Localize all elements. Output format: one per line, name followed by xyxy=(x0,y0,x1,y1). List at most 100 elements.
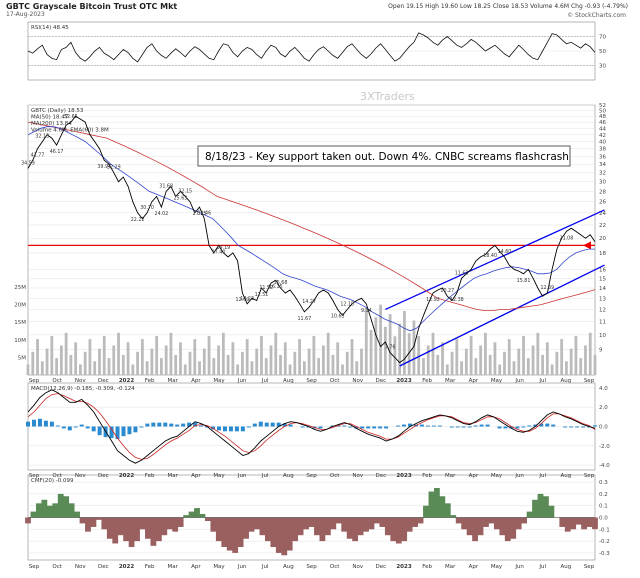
volume-bar xyxy=(536,332,540,375)
volume-bar xyxy=(388,314,392,375)
cmf-area-bar xyxy=(548,505,555,518)
volume-bar xyxy=(26,364,30,375)
price-annotation: 32.29 xyxy=(107,165,121,171)
price-tick-label: 36 xyxy=(599,154,606,160)
price-x-tick: Apr xyxy=(469,378,479,384)
macd-x-tick: Feb xyxy=(145,473,155,479)
volume-bar xyxy=(355,361,359,375)
cmf-area-bar xyxy=(248,517,255,532)
price-x-tick: Dec xyxy=(376,378,387,384)
volume-bar xyxy=(460,361,463,375)
price-annotation: 32.15 xyxy=(178,188,192,194)
cmf-x-tick: Nov xyxy=(352,564,363,570)
macd-histogram-bar xyxy=(175,424,180,427)
cmf-area-bar xyxy=(537,493,544,518)
volume-bar xyxy=(83,351,87,375)
chart-title: 8/18/23 - Key support taken out. Down 4%… xyxy=(205,151,569,163)
price-tick-label: 38 xyxy=(599,147,606,153)
cmf-area-bar xyxy=(368,517,375,530)
price-tick-label: 34 xyxy=(599,162,606,168)
volume-bar xyxy=(155,335,159,375)
volume-bar xyxy=(574,335,578,375)
volume-bar xyxy=(260,335,263,375)
volume-bar xyxy=(302,361,306,375)
volume-bar xyxy=(169,332,173,375)
price-tick-label: 16 xyxy=(599,267,606,273)
cmf-area-bar xyxy=(183,515,190,518)
price-x-tick: Nov xyxy=(352,378,363,384)
volume-bar xyxy=(140,339,144,375)
price-annotation: 27.35 xyxy=(193,211,207,217)
cmf-x-tick: May xyxy=(213,564,225,570)
volume-bar xyxy=(217,345,220,375)
macd-histogram-bar xyxy=(181,423,186,427)
cmf-area-bar xyxy=(532,499,538,518)
cmf-area-bar xyxy=(510,517,517,539)
cmf-area-bar xyxy=(139,517,146,530)
price-legend-0: GBTC (Daily) 18.53 xyxy=(31,108,84,114)
macd-histogram-bar xyxy=(336,425,341,427)
macd-histogram-bar xyxy=(240,426,245,432)
cmf-area-bar xyxy=(155,517,162,542)
price-annotation: 11.63 xyxy=(455,270,469,276)
volume-bar xyxy=(179,342,182,375)
volume-bar xyxy=(226,354,230,375)
macd-histogram-bar xyxy=(407,423,412,427)
volume-bar xyxy=(331,354,335,375)
price-tick-label: 30 xyxy=(599,180,606,186)
cmf-area-bar xyxy=(36,503,42,518)
volume-bar xyxy=(207,335,211,375)
macd-histogram-bar xyxy=(473,425,478,427)
cmf-area-bar xyxy=(117,517,124,536)
cmf-area-bar xyxy=(254,517,260,530)
macd-histogram-bar xyxy=(372,426,377,429)
cmf-area-bar xyxy=(106,517,113,539)
x-axis-labels: Sep Oct Nov Dec 2022 Feb Mar Apr May Jun Jul Aug Sep… xyxy=(29,378,595,570)
cmf-area-bar xyxy=(123,517,130,542)
macd-line xyxy=(27,389,596,464)
macd-x-tick: Jul xyxy=(261,473,269,479)
price-x-tick: Feb xyxy=(422,378,432,384)
price-x-tick: Apr xyxy=(191,378,201,384)
macd-histogram-bar xyxy=(216,426,221,431)
price-annotation: 18.40 xyxy=(483,253,497,259)
volume-bar xyxy=(517,348,521,375)
price-x-tick: Aug xyxy=(561,378,572,384)
volume-bar xyxy=(126,342,130,375)
macd-histogram-bar xyxy=(431,425,436,427)
price-annotation: 14.27 xyxy=(302,299,316,305)
macd-histogram-bar xyxy=(258,421,263,427)
macd-histogram-bar xyxy=(419,424,424,427)
cmf-area-bar xyxy=(341,517,348,532)
cmf-area-bar xyxy=(57,493,64,518)
cmf-tick-label: 0.1 xyxy=(599,504,608,510)
macd-histogram-bar xyxy=(348,426,353,428)
cmf-area-bar xyxy=(46,505,53,518)
price-annotation: 10.27 xyxy=(440,288,454,294)
macd-x-tick: Oct xyxy=(52,473,62,479)
price-annotation: 31.68 xyxy=(159,183,173,189)
volume-bar xyxy=(579,358,583,375)
cmf-area-bar xyxy=(177,517,184,527)
price-x-tick: 2022 xyxy=(119,378,134,384)
cmf-area-bar xyxy=(101,517,108,530)
volume-bar xyxy=(102,335,106,375)
volume-bar xyxy=(422,358,425,375)
volume-bar xyxy=(112,345,116,375)
price-annotation: 19.19 xyxy=(216,245,230,251)
volume-bar xyxy=(484,332,487,375)
volume-bar xyxy=(322,345,325,375)
macd-x-tick: Sep xyxy=(584,473,595,479)
macd-histogram-bar xyxy=(145,423,150,427)
volume-bar xyxy=(241,351,244,375)
cmf-area-bar xyxy=(194,508,200,518)
cmf-area-bar xyxy=(515,517,522,530)
volume-bar xyxy=(279,354,282,375)
macd-x-tick: Oct xyxy=(330,473,340,479)
price-x-tick: Dec xyxy=(98,378,109,384)
cmf-area-bar xyxy=(226,517,233,551)
macd-histogram-bar xyxy=(330,425,335,427)
cmf-x-tick: Aug xyxy=(561,564,572,570)
watermark: 3XTraders xyxy=(360,90,415,103)
cmf-x-tick: 2022 xyxy=(119,564,134,570)
